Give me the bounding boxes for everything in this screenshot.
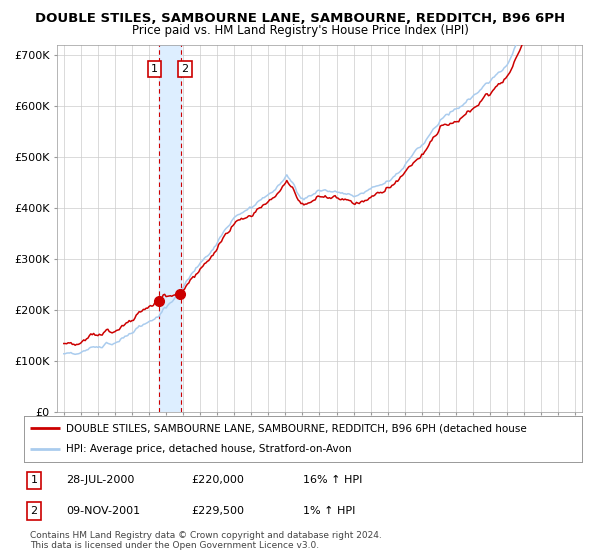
Text: Price paid vs. HM Land Registry's House Price Index (HPI): Price paid vs. HM Land Registry's House … <box>131 24 469 37</box>
Text: HPI: Average price, detached house, Stratford-on-Avon: HPI: Average price, detached house, Stra… <box>66 445 352 455</box>
Text: 16% ↑ HPI: 16% ↑ HPI <box>303 475 362 485</box>
Text: 1% ↑ HPI: 1% ↑ HPI <box>303 506 355 516</box>
Text: 1: 1 <box>151 64 158 74</box>
Text: £220,000: £220,000 <box>191 475 244 485</box>
Text: Contains HM Land Registry data © Crown copyright and database right 2024.
This d: Contains HM Land Registry data © Crown c… <box>30 531 382 550</box>
Text: 2: 2 <box>31 506 38 516</box>
Text: DOUBLE STILES, SAMBOURNE LANE, SAMBOURNE, REDDITCH, B96 6PH (detached house: DOUBLE STILES, SAMBOURNE LANE, SAMBOURNE… <box>66 423 527 433</box>
Text: £229,500: £229,500 <box>191 506 244 516</box>
Text: 2: 2 <box>181 64 188 74</box>
Text: 09-NOV-2001: 09-NOV-2001 <box>66 506 140 516</box>
Text: 1: 1 <box>31 475 38 485</box>
Bar <box>159 45 181 412</box>
Text: DOUBLE STILES, SAMBOURNE LANE, SAMBOURNE, REDDITCH, B96 6PH: DOUBLE STILES, SAMBOURNE LANE, SAMBOURNE… <box>35 12 565 25</box>
Text: 28-JUL-2000: 28-JUL-2000 <box>66 475 134 485</box>
